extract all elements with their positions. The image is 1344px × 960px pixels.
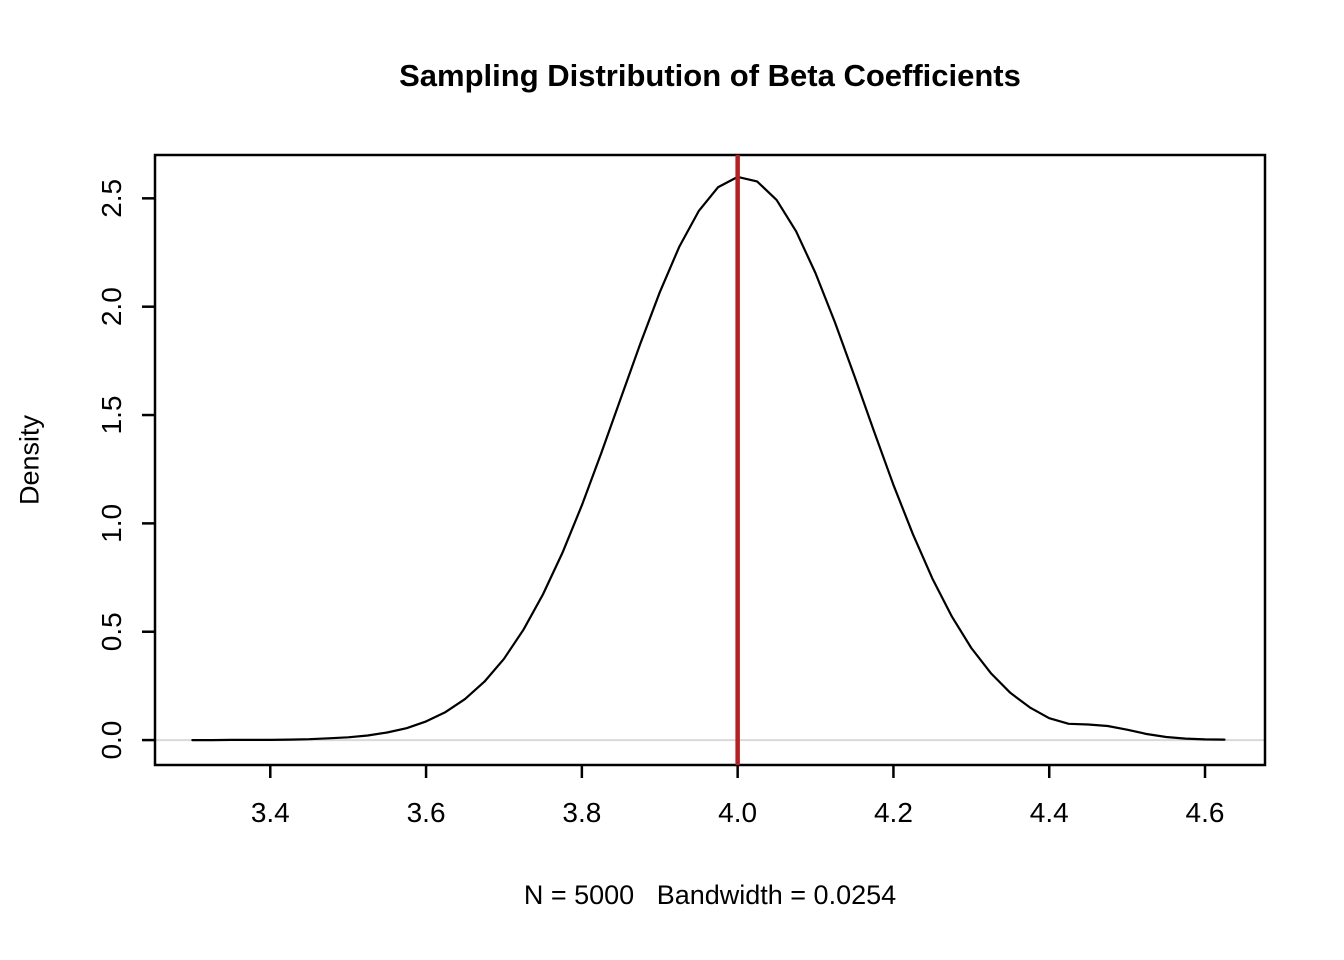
x-axis-tick-label: 4.0 [718,797,757,828]
density-curve [191,175,1226,742]
chart-title: Sampling Distribution of Beta Coefficien… [399,58,1021,93]
x-axis-tick-label: 4.6 [1186,797,1225,828]
y-axis-tick-label: 1.5 [96,396,127,435]
y-axis-tick-label: 1.0 [96,504,127,543]
y-axis-tick-label: 2.5 [96,179,127,218]
x-axis-label: N = 5000 Bandwidth = 0.0254 [523,880,897,910]
y-axis-tick-label: 0.0 [96,721,127,760]
x-axis-tick-label: 4.4 [1030,797,1069,828]
x-axis-tick-label: 3.4 [251,797,290,828]
x-axis-tick-label: 3.6 [407,797,446,828]
plot-border [153,153,1267,767]
x-axis-tick-label: 3.8 [562,797,601,828]
y-axis-tick-label: 2.0 [96,287,127,326]
y-axis-tick-label: 0.5 [96,612,127,651]
x-axis-tick-label: 4.2 [874,797,913,828]
